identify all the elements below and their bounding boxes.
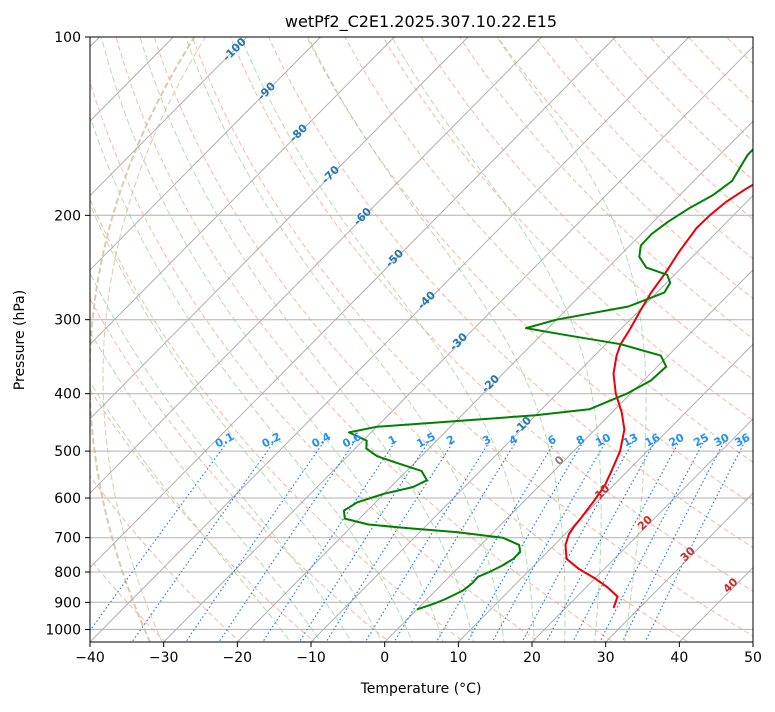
dry-adiabat-label: -20 [479, 372, 502, 395]
isotherm-line [753, 37, 775, 642]
mixing-ratio-line [640, 441, 746, 654]
mixing-ratio-label: 6 [546, 433, 559, 448]
y-tick-label: 600 [54, 491, 81, 507]
dry-adiabat-line [489, 24, 775, 654]
mixing-ratio-label: 1 [386, 433, 399, 448]
isotherm-line [0, 37, 321, 642]
y-axis-label: Pressure (hPa) [12, 290, 28, 390]
x-tick-label: −20 [223, 650, 253, 666]
mixing-ratio-line [211, 441, 355, 654]
mixing-ratio-label: 1.5 [414, 430, 437, 451]
mixing-ratio-line [178, 441, 325, 654]
mixing-ratio-line [358, 441, 490, 654]
y-tick-label: 100 [54, 30, 81, 46]
mixing-ratio-label: 0.2 [260, 430, 283, 451]
y-tick-label: 200 [54, 208, 81, 224]
mixing-ratio-line [255, 441, 396, 654]
mixing-ratio-line [430, 441, 556, 654]
dry-adiabat-line [113, 24, 632, 654]
mixing-ratio-line [73, 441, 228, 654]
x-tick-label: 50 [744, 650, 762, 666]
x-tick-label: 40 [670, 650, 688, 666]
y-tick-label: 900 [54, 595, 81, 611]
x-tick-label: −30 [149, 650, 179, 666]
mixing-ratio-line [387, 441, 517, 654]
dry-adiabat-line [714, 24, 775, 654]
y-tick-label: 500 [54, 444, 81, 460]
series-layer [344, 37, 775, 609]
dry-adiabat-label: -50 [383, 247, 406, 270]
mixing-ratio-label: 30 [712, 431, 732, 450]
mixing-ratio-label: 20 [667, 431, 687, 450]
x-tick-label: 30 [597, 650, 615, 666]
dewpoint-profile-line [344, 37, 775, 609]
isotherm-line [0, 37, 468, 642]
dry-adiabat-label: 20 [635, 513, 655, 533]
moist-adiabat-line [0, 37, 299, 654]
x-tick-label: 0 [380, 650, 389, 666]
mixing-ratio-label: 25 [691, 431, 711, 450]
dry-adiabat-label: 40 [721, 575, 741, 595]
mixing-ratio-line [540, 441, 656, 654]
y-tick-label: 700 [54, 531, 81, 547]
mixing-ratio-line [124, 441, 275, 654]
dry-adiabat-label: 30 [678, 544, 698, 564]
isotherm-line [0, 37, 394, 642]
dry-adiabat-line [263, 24, 775, 654]
isotherm-line [90, 37, 689, 642]
dry-adiabat-line [564, 24, 775, 654]
x-tick-label: −10 [296, 650, 326, 666]
dry-adiabat-line [752, 24, 775, 654]
dry-adiabat-line [376, 24, 775, 654]
dry-adiabat-label: -30 [447, 330, 470, 353]
mixing-ratio-label: 0.4 [310, 430, 334, 451]
mixing-ratio-label: 0.1 [213, 430, 236, 451]
isotherm-line [532, 37, 775, 642]
chart-title: wetPf2_C2E1.2025.307.10.22.E15 [285, 12, 557, 32]
moist-adiabat-line [39, 37, 387, 654]
dry-adiabat-line [37, 24, 480, 654]
dry-adiabat-label: -70 [319, 163, 342, 186]
mixing-ratio-label: 36 [733, 431, 753, 450]
moist-adiabat-line [241, 37, 535, 654]
x-tick-label: 10 [449, 650, 467, 666]
mixing-ratio-line [486, 441, 607, 654]
x-axis-label: Temperature (°C) [360, 681, 482, 697]
moist-adiabat-line [0, 37, 329, 654]
temperature-profile-line [566, 37, 775, 608]
grid-lines [0, 37, 775, 654]
y-tick-label: 300 [54, 313, 81, 329]
isotherm-line [0, 37, 247, 642]
dry-adiabat-label: -40 [415, 288, 438, 311]
y-tick-label: 400 [54, 387, 81, 403]
y-tick-label: 800 [54, 565, 81, 581]
dry-adiabat-line [338, 24, 775, 654]
x-tick-label: −40 [75, 650, 105, 666]
saturation-hull-line [103, 36, 206, 642]
dry-adiabat-line [225, 24, 775, 654]
moist-adiabat-line [101, 37, 446, 654]
mixing-ratio-line [292, 441, 430, 654]
mixing-ratio-line [617, 441, 725, 654]
y-tick-label: 1000 [45, 622, 81, 638]
mixing-ratio-label: 0.6 [340, 430, 364, 451]
dry-adiabat-line [639, 24, 775, 654]
mixing-ratio-label: 2 [444, 433, 457, 448]
x-tick-label: 20 [523, 650, 541, 666]
